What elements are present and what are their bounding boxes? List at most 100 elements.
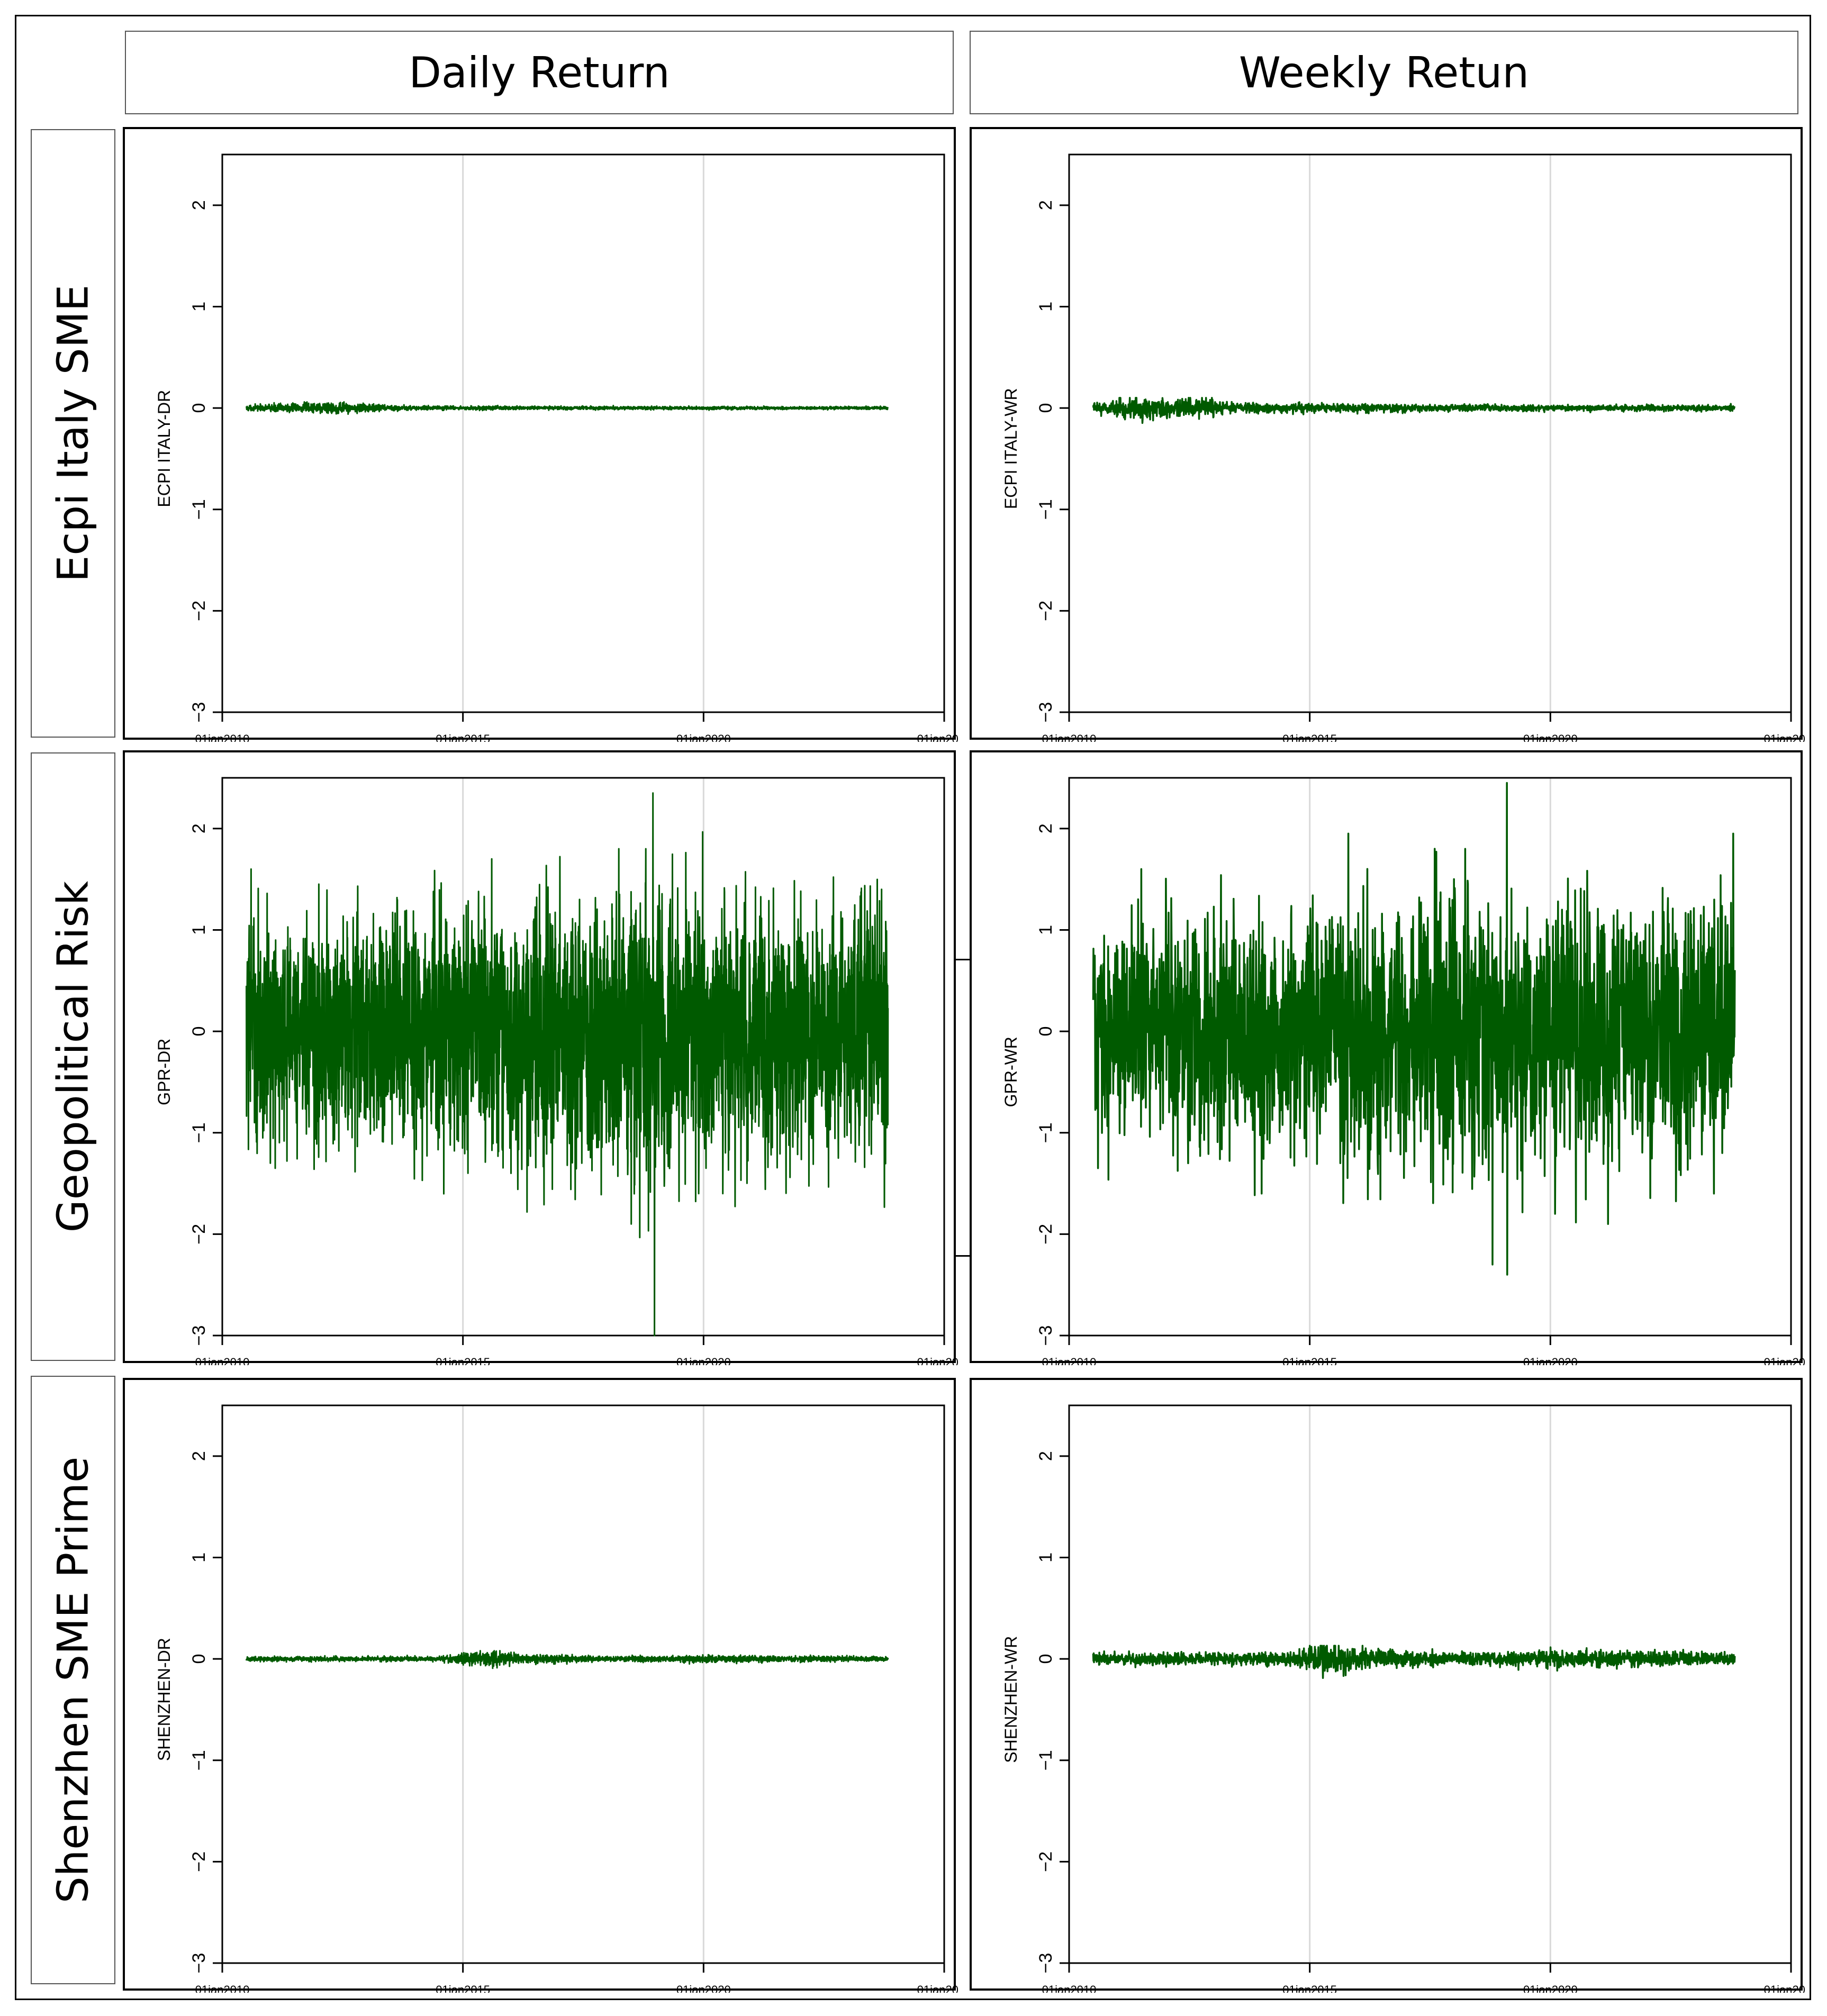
column-header-weekly: Weekly Retun <box>970 31 1798 114</box>
row-label-shenzhen: Shenzhen SME Prime <box>31 1376 115 1984</box>
chart-ecpi-dr-xtick-label-2: 01jan2020 <box>676 732 731 742</box>
chart-shenzhen-dr-ylabel: SHENZHEN-DR <box>155 1638 174 1761</box>
panel-shenzhen-dr: −3 −2 −1 0 1 2 01jan2010 01jan2015 01jan2020 01ja… <box>123 1378 958 1993</box>
chart-ecpi-wr-xtick-label-0: 01jan2010 <box>1042 732 1097 742</box>
chart-ecpi-wr-series-line-0 <box>1092 397 1736 424</box>
chart-shenzhen-wr-series-line-0 <box>1092 1645 1736 1679</box>
chart-gpr-wr-xtick-label-2: 01jan2020 <box>1523 1356 1578 1365</box>
chart-shenzhen-dr-ytick-label-3: 0 <box>189 1654 209 1664</box>
chart-shenzhen-wr-xtick-label-1: 01jan2015 <box>1282 1983 1337 1993</box>
chart-shenzhen-dr-ytick-label-4: 1 <box>189 1552 209 1563</box>
chart-ecpi-wr-ylabel: ECPI ITALY-WR <box>1001 388 1020 509</box>
chart-ecpi-dr-ytick-label-1: −2 <box>189 601 209 621</box>
chart-shenzhen-wr-xtick-label-3: 01jan2025 <box>1764 1983 1805 1993</box>
chart-ecpi-wr-ytick-label-1: −2 <box>1036 601 1056 621</box>
column-header-weekly-label: Weekly Retun <box>1238 48 1530 97</box>
chart-shenzhen-wr-ytick-label-2: −1 <box>1036 1750 1056 1770</box>
chart-ecpi-dr-ytick-label-2: −1 <box>189 499 209 520</box>
chart-gpr-dr: −3 −2 −1 0 1 2 01jan2010 01jan2015 01jan2020 01ja… <box>155 777 958 1365</box>
chart-gpr-wr-ytick-label-4: 1 <box>1036 925 1056 935</box>
row-label-shenzhen-text: Shenzhen SME Prime <box>48 1456 98 1904</box>
chart-gpr-dr-ytick-label-3: 0 <box>189 1027 209 1037</box>
chart-ecpi-wr-ytick-label-4: 1 <box>1036 302 1056 312</box>
chart-shenzhen-dr-series-line-0 <box>246 1650 889 1669</box>
chart-gpr-dr-xtick-label-0: 01jan2010 <box>195 1356 250 1365</box>
chart-gpr-wr-ytick-label-2: −1 <box>1036 1122 1056 1143</box>
chart-gpr-wr-ytick-label-0: −3 <box>1036 1325 1056 1346</box>
chart-ecpi-wr-ytick-label-0: −3 <box>1036 702 1056 723</box>
chart-shenzhen-wr-ylabel: SHENZHEN-WR <box>1001 1636 1020 1763</box>
chart-ecpi-dr-xtick-label-0: 01jan2010 <box>195 732 250 742</box>
chart-gpr-wr-plot-area <box>1068 777 1792 1337</box>
chart-shenzhen-wr-xtick-label-2: 01jan2020 <box>1523 1983 1578 1993</box>
chart-gpr-dr-ytick-label-0: −3 <box>189 1325 209 1346</box>
chart-ecpi-dr-ytick-label-5: 2 <box>189 200 209 210</box>
chart-shenzhen-dr: −3 −2 −1 0 1 2 01jan2010 01jan2015 01jan2020 01ja… <box>155 1404 958 1993</box>
chart-ecpi-dr-xtick-label-1: 01jan2015 <box>436 732 490 742</box>
chart-gpr-wr: −3 −2 −1 0 1 2 01jan2010 01jan2015 01jan2020 01ja… <box>1001 777 1805 1365</box>
chart-ecpi-dr-ytick-label-0: −3 <box>189 702 209 723</box>
panel-gpr-wr: −3 −2 −1 0 1 2 01jan2010 01jan2015 01jan2020 01ja… <box>970 750 1805 1365</box>
chart-shenzhen-dr-ytick-label-1: −2 <box>189 1851 209 1872</box>
row-label-gpr: Geopolitical Risk <box>31 752 115 1361</box>
chart-ecpi-dr-ytick-label-3: 0 <box>189 403 209 413</box>
chart-gpr-wr-ytick-label-3: 0 <box>1036 1027 1056 1037</box>
chart-ecpi-wr-xtick-label-2: 01jan2020 <box>1523 732 1578 742</box>
chart-gpr-wr-xtick-label-3: 01jan2025 <box>1764 1356 1805 1365</box>
chart-shenzhen-wr-xtick-label-0: 01jan2010 <box>1042 1983 1097 1993</box>
panel-ecpi-wr: −3 −2 −1 0 1 2 01jan2010 01jan2015 01jan2020 01ja… <box>970 127 1805 742</box>
chart-shenzhen-wr-plot-area <box>1068 1404 1792 1964</box>
chart-ecpi-wr-plot-area <box>1068 153 1792 713</box>
chart-shenzhen-dr-xtick-label-2: 01jan2020 <box>676 1983 731 1993</box>
chart-ecpi-dr-xtick-label-3: 01jan2025 <box>917 732 958 742</box>
chart-shenzhen-wr-ytick-label-1: −2 <box>1036 1851 1056 1872</box>
chart-gpr-wr-ytick-label-5: 2 <box>1036 823 1056 833</box>
chart-shenzhen-dr-ytick-label-5: 2 <box>189 1451 209 1461</box>
chart-gpr-dr-plot-area <box>221 777 945 1337</box>
chart-gpr-dr-ytick-label-1: −2 <box>189 1224 209 1245</box>
chart-ecpi-dr-plot-area <box>221 153 945 713</box>
chart-shenzhen-dr-ytick-label-0: −3 <box>189 1953 209 1974</box>
column-header-daily: Daily Return <box>125 31 954 114</box>
chart-gpr-wr-xtick-label-1: 01jan2015 <box>1282 1356 1337 1365</box>
column-header-daily-label: Daily Return <box>409 48 670 97</box>
chart-shenzhen-wr-ytick-label-3: 0 <box>1036 1654 1056 1664</box>
chart-ecpi-dr-series-line-0 <box>246 401 889 415</box>
chart-gpr-dr-xtick-label-2: 01jan2020 <box>676 1356 731 1365</box>
chart-ecpi-wr-ytick-label-2: −1 <box>1036 499 1056 520</box>
chart-gpr-dr-ytick-label-2: −1 <box>189 1122 209 1143</box>
chart-shenzhen-wr-ytick-label-5: 2 <box>1036 1451 1056 1461</box>
chart-gpr-dr-series-line-0 <box>246 792 889 1337</box>
chart-shenzhen-wr-ytick-label-0: −3 <box>1036 1953 1056 1974</box>
chart-shenzhen-wr: −3 −2 −1 0 1 2 01jan2010 01jan2015 01jan2020 01ja… <box>1001 1404 1805 1993</box>
connector-mark-bottom <box>956 1255 970 1257</box>
chart-shenzhen-dr-xtick-label-1: 01jan2015 <box>436 1983 490 1993</box>
row-label-ecpi-text: Ecpi Italy SME <box>48 284 98 583</box>
chart-ecpi-wr-xtick-label-3: 01jan2025 <box>1764 732 1805 742</box>
chart-ecpi-wr-xtick-label-1: 01jan2015 <box>1282 732 1337 742</box>
chart-gpr-dr-ylabel: GPR-DR <box>155 1039 174 1105</box>
chart-gpr-wr-ytick-label-1: −2 <box>1036 1224 1056 1245</box>
chart-shenzhen-dr-xtick-label-3: 01jan2025 <box>917 1983 958 1993</box>
chart-ecpi-wr-ytick-label-5: 2 <box>1036 200 1056 210</box>
chart-ecpi-dr: −3 −2 −1 0 1 2 01jan2010 01jan2015 01jan2020 01ja… <box>155 153 958 742</box>
chart-shenzhen-dr-plot-area <box>221 1404 945 1964</box>
connector-mark-top <box>956 959 970 960</box>
chart-shenzhen-wr-ytick-label-4: 1 <box>1036 1552 1056 1563</box>
chart-ecpi-dr-ylabel: ECPI ITALY-DR <box>155 390 174 507</box>
chart-gpr-wr-series-line-0 <box>1092 782 1736 1276</box>
row-label-gpr-text: Geopolitical Risk <box>48 880 98 1233</box>
panel-shenzhen-wr: −3 −2 −1 0 1 2 01jan2010 01jan2015 01jan2020 01ja… <box>970 1378 1805 1993</box>
row-label-ecpi: Ecpi Italy SME <box>31 129 115 738</box>
chart-gpr-wr-ylabel: GPR-WR <box>1001 1037 1020 1107</box>
panel-ecpi-dr: −3 −2 −1 0 1 2 01jan2010 01jan2015 01jan2020 01ja… <box>123 127 958 742</box>
chart-gpr-wr-xtick-label-0: 01jan2010 <box>1042 1356 1097 1365</box>
chart-ecpi-wr-ytick-label-3: 0 <box>1036 403 1056 413</box>
chart-ecpi-wr: −3 −2 −1 0 1 2 01jan2010 01jan2015 01jan2020 01ja… <box>1001 153 1805 742</box>
chart-shenzhen-dr-ytick-label-2: −1 <box>189 1750 209 1770</box>
chart-gpr-dr-xtick-label-1: 01jan2015 <box>436 1356 490 1365</box>
chart-shenzhen-dr-xtick-label-0: 01jan2010 <box>195 1983 250 1993</box>
panel-gpr-dr: −3 −2 −1 0 1 2 01jan2010 01jan2015 01jan2020 01ja… <box>123 750 958 1365</box>
chart-gpr-dr-xtick-label-3: 01jan2025 <box>917 1356 958 1365</box>
chart-gpr-dr-ytick-label-5: 2 <box>189 823 209 833</box>
